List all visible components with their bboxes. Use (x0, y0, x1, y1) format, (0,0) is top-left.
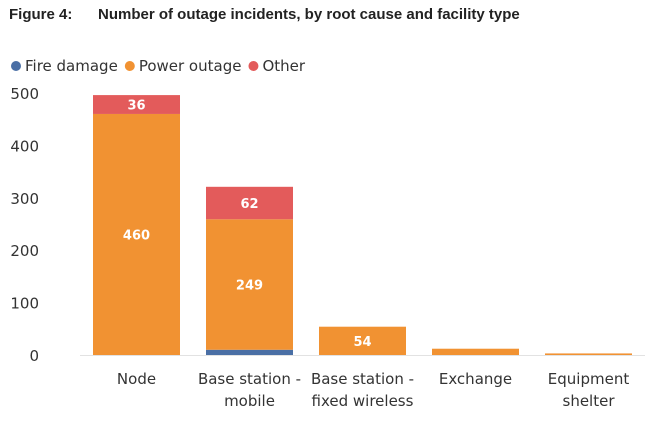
bar-segment-power-outage (93, 113, 180, 356)
x-axis: Node Base station - mobile Base station - fi… (117, 370, 629, 410)
data-label-power-outage: 54 (353, 335, 371, 350)
bar-segment-power-outage (319, 326, 406, 355)
bar-stack-exchange (432, 348, 519, 355)
y-tick-label: 400 (10, 137, 39, 155)
bar-segment-fire-damage (206, 349, 293, 355)
bar-segment-power-outage (432, 348, 519, 355)
figure-title: Figure 4: Number of outage incidents, by … (9, 6, 520, 23)
y-tick-label: 200 (10, 242, 39, 260)
x-category-label: Base station - (311, 370, 414, 388)
y-tick-label: 500 (10, 85, 39, 103)
bar-segment-power-outage (206, 219, 293, 350)
chart-legend: Fire damage Power outage Other (11, 57, 306, 75)
bars-area: 460 36 249 62 54 (93, 95, 632, 356)
x-category-label: Node (117, 370, 156, 388)
x-category-label: fixed wireless (312, 392, 414, 410)
legend-label-other: Other (262, 57, 305, 75)
y-tick-label: 0 (29, 347, 39, 365)
bar-segment-power-outage (545, 353, 632, 355)
data-label-power-outage: 249 (236, 279, 263, 294)
data-label-other: 36 (127, 99, 145, 114)
data-label-power-outage: 460 (123, 228, 150, 243)
bar-stack-equipment-shelter (545, 353, 632, 355)
y-axis: 0 100 200 300 400 500 (10, 85, 645, 365)
bar-segment-other (206, 186, 293, 220)
bar-stack-base-station-mobile: 249 62 (206, 186, 293, 355)
figure-title-text: Number of outage incidents, by root caus… (98, 6, 520, 23)
legend-marker-other (248, 61, 259, 71)
x-category-label: mobile (224, 392, 275, 410)
legend-label-power-outage: Power outage (139, 57, 242, 75)
bar-stack-node: 460 36 (93, 95, 180, 356)
legend-marker-power-outage (124, 61, 135, 71)
bar-segment-other (93, 95, 180, 114)
x-category-label: shelter (563, 392, 616, 410)
legend-label-fire-damage: Fire damage (25, 57, 118, 75)
figure-label: Figure 4: (9, 6, 73, 23)
y-tick-label: 300 (10, 190, 39, 208)
x-category-label: Exchange (439, 370, 512, 388)
data-label-other: 62 (240, 197, 258, 212)
x-category-label: Equipment (548, 370, 630, 388)
legend-marker-fire-damage (11, 61, 21, 71)
x-category-label: Base station - (198, 370, 301, 388)
bar-stack-base-station-fixed-wireless: 54 (319, 326, 406, 355)
y-tick-label: 100 (10, 295, 39, 313)
